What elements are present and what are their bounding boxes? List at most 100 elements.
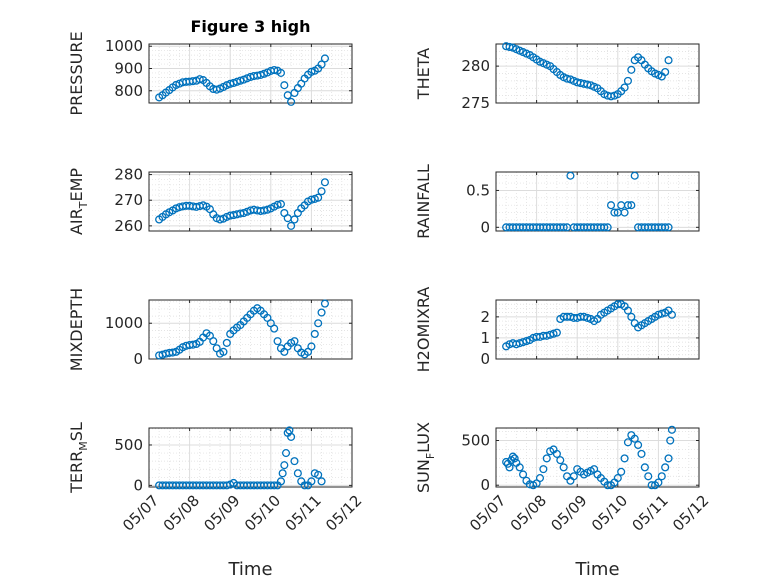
subplot-5: 0 1000 MIXDEPTH (67, 288, 353, 371)
data-point (667, 310, 676, 319)
data-point (222, 338, 231, 347)
data-point (320, 178, 329, 187)
data-point (276, 477, 286, 486)
data-point (188, 340, 198, 349)
data-point (623, 201, 632, 210)
data-point (623, 76, 632, 85)
y-axis-label: TERRMSL (67, 422, 90, 494)
data-point (290, 337, 299, 346)
data-point (290, 215, 299, 224)
x-axis-label: Time (227, 559, 272, 580)
y-tick-label: 0.5 (466, 181, 490, 199)
y-tick-label: 0 (133, 476, 143, 494)
subplot-4: 0 0.5 RAINFALL (414, 164, 700, 239)
data-point (559, 223, 568, 232)
data-point (542, 454, 551, 463)
data-point (317, 60, 326, 69)
y-tick-label: 275 (461, 94, 490, 112)
y-tick-label: 260 (114, 217, 143, 235)
data-point (219, 347, 228, 356)
data-series (502, 171, 673, 232)
data-point (522, 337, 531, 346)
axes-box (495, 43, 700, 104)
subplot-2: 275 280 THETA (414, 42, 700, 112)
axes-box (148, 299, 353, 360)
data-point (603, 481, 612, 490)
data-point (549, 329, 558, 338)
data-point (600, 223, 609, 232)
data-point (539, 465, 548, 474)
y-tick-label: 0 (480, 350, 490, 368)
data-point (168, 348, 177, 357)
data-point (620, 83, 629, 92)
y-axis-label: THETA (414, 48, 433, 100)
data-point (661, 67, 670, 77)
data-point (276, 68, 286, 77)
data-point (216, 215, 225, 224)
data-point (556, 456, 565, 465)
y-axis-label: SUNFLUX (414, 422, 437, 493)
data-series (502, 300, 676, 351)
y-tick-label: 270 (114, 191, 143, 209)
data-point (278, 469, 287, 478)
y-tick-label: 0 (133, 350, 143, 368)
data-point (664, 56, 673, 65)
data-point (314, 470, 323, 479)
data-point (623, 438, 632, 447)
data-point (627, 201, 636, 210)
data-point (256, 70, 265, 79)
y-axis-label: MIXDEPTH (67, 288, 86, 371)
axes-box (148, 43, 353, 104)
data-point (287, 432, 296, 441)
data-point (666, 436, 675, 445)
y-tick-label: 800 (114, 82, 143, 100)
data-point (310, 329, 319, 339)
subplot-6: 0 1 2 H2OMIXRA (414, 287, 700, 373)
data-point (647, 481, 656, 490)
data-point (566, 171, 575, 180)
data-point (640, 463, 649, 472)
data-point (270, 481, 279, 490)
data-point (644, 472, 653, 481)
data-point (664, 223, 673, 232)
data-point (606, 201, 616, 210)
data-point (273, 337, 282, 346)
y-axis-label: H2OMIXRA (414, 287, 433, 373)
data-point (634, 440, 643, 450)
data-point (535, 474, 545, 483)
data-point (287, 97, 296, 106)
data-point (664, 454, 673, 463)
data-point (627, 65, 636, 74)
data-point (280, 461, 289, 470)
data-point (630, 171, 639, 180)
data-series (502, 425, 676, 490)
data-point (287, 221, 296, 230)
data-point (317, 308, 326, 317)
data-series (155, 426, 326, 490)
data-point (552, 449, 561, 458)
y-tick-label: 1000 (105, 37, 143, 55)
data-point (657, 309, 666, 318)
subplot-3: 260 270 280 AIRTEMP (67, 166, 353, 235)
y-tick-label: 280 (461, 57, 490, 75)
data-point (307, 342, 316, 351)
data-point (280, 81, 289, 90)
y-tick-label: 1000 (105, 314, 143, 332)
data-point (236, 76, 245, 85)
y-axis-label: PRESSURE (67, 31, 86, 115)
data-point (281, 449, 291, 458)
y-axis-label: AIRTEMP (67, 168, 90, 235)
chart-title: Figure 3 high (191, 17, 311, 36)
data-point (290, 457, 299, 466)
data-series (155, 54, 329, 106)
data-point (657, 472, 666, 481)
y-tick-label: 900 (114, 59, 143, 77)
axes-box (495, 427, 700, 488)
data-point (270, 65, 279, 75)
data-point (613, 474, 622, 483)
data-point (222, 481, 231, 490)
y-tick-label: 0 (480, 218, 490, 236)
x-axis-label: Time (574, 559, 619, 580)
data-point (209, 337, 218, 346)
data-point (583, 313, 592, 322)
